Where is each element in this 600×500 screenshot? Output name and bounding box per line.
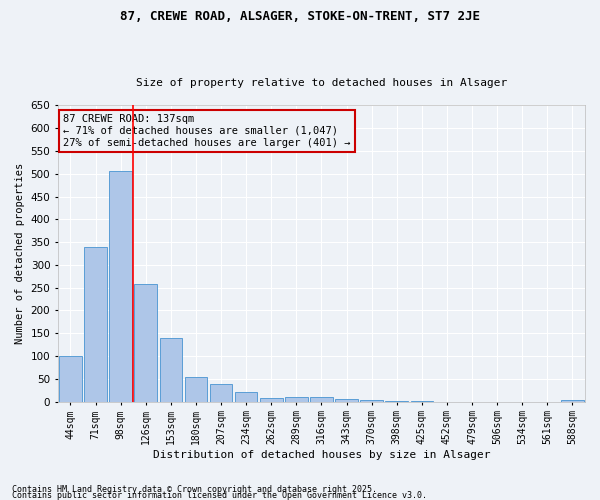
Bar [260,398,283,402]
Bar [561,400,584,402]
Text: Contains public sector information licensed under the Open Government Licence v3: Contains public sector information licen… [12,490,427,500]
Bar [84,246,107,402]
Y-axis label: Number of detached properties: Number of detached properties [15,163,25,344]
Bar [285,398,308,402]
X-axis label: Distribution of detached houses by size in Alsager: Distribution of detached houses by size … [153,450,490,460]
Bar [160,338,182,402]
Bar [310,398,333,402]
Bar [109,170,132,402]
Bar [361,400,383,402]
Bar [335,400,358,402]
Text: 87 CREWE ROAD: 137sqm
← 71% of detached houses are smaller (1,047)
27% of semi-d: 87 CREWE ROAD: 137sqm ← 71% of detached … [63,114,351,148]
Bar [59,356,82,402]
Text: Contains HM Land Registry data © Crown copyright and database right 2025.: Contains HM Land Registry data © Crown c… [12,484,377,494]
Text: 87, CREWE ROAD, ALSAGER, STOKE-ON-TRENT, ST7 2JE: 87, CREWE ROAD, ALSAGER, STOKE-ON-TRENT,… [120,10,480,23]
Bar [185,376,207,402]
Bar [235,392,257,402]
Bar [134,284,157,402]
Bar [210,384,232,402]
Title: Size of property relative to detached houses in Alsager: Size of property relative to detached ho… [136,78,507,88]
